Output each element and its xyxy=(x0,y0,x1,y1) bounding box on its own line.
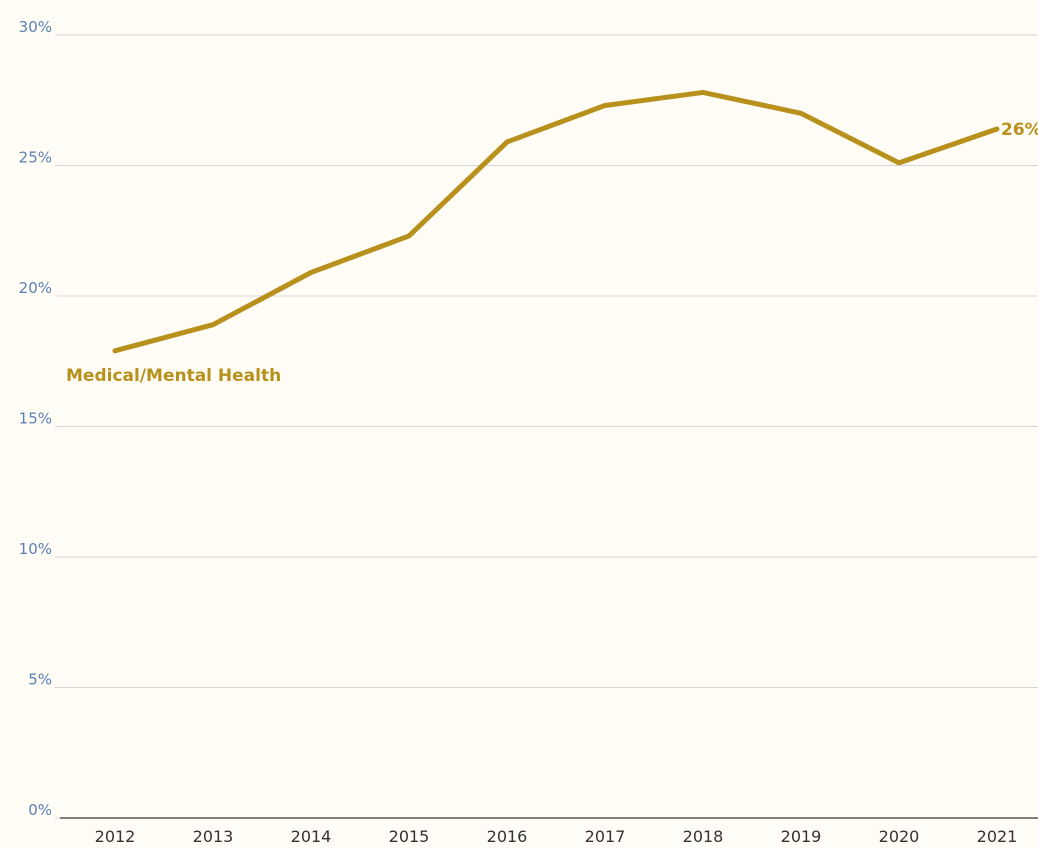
x-tick-label: 2015 xyxy=(389,827,430,846)
x-tick-label: 2014 xyxy=(291,827,332,846)
y-tick-label: 0% xyxy=(28,801,52,819)
x-tick-label: 2017 xyxy=(585,827,626,846)
y-tick-label: 5% xyxy=(28,671,52,689)
x-tick-label: 2016 xyxy=(487,827,528,846)
series-line xyxy=(112,89,1000,354)
y-tick-label: 20% xyxy=(19,279,52,297)
x-tick-label: 2013 xyxy=(193,827,234,846)
value-label: 26% xyxy=(1001,120,1038,140)
y-tick-label: 15% xyxy=(19,410,52,428)
y-tick-label: 10% xyxy=(19,540,52,558)
x-tick-label: 2020 xyxy=(879,827,920,846)
x-tick-label: 2021 xyxy=(977,827,1018,846)
x-tick-label: 2012 xyxy=(95,827,136,846)
y-tick-label: 25% xyxy=(19,149,52,167)
x-tick-label: 2019 xyxy=(781,827,822,846)
y-tick-label: 30% xyxy=(19,18,52,36)
series-name: Medical/Mental Health xyxy=(66,366,281,386)
x-tick-label: 2018 xyxy=(683,827,724,846)
